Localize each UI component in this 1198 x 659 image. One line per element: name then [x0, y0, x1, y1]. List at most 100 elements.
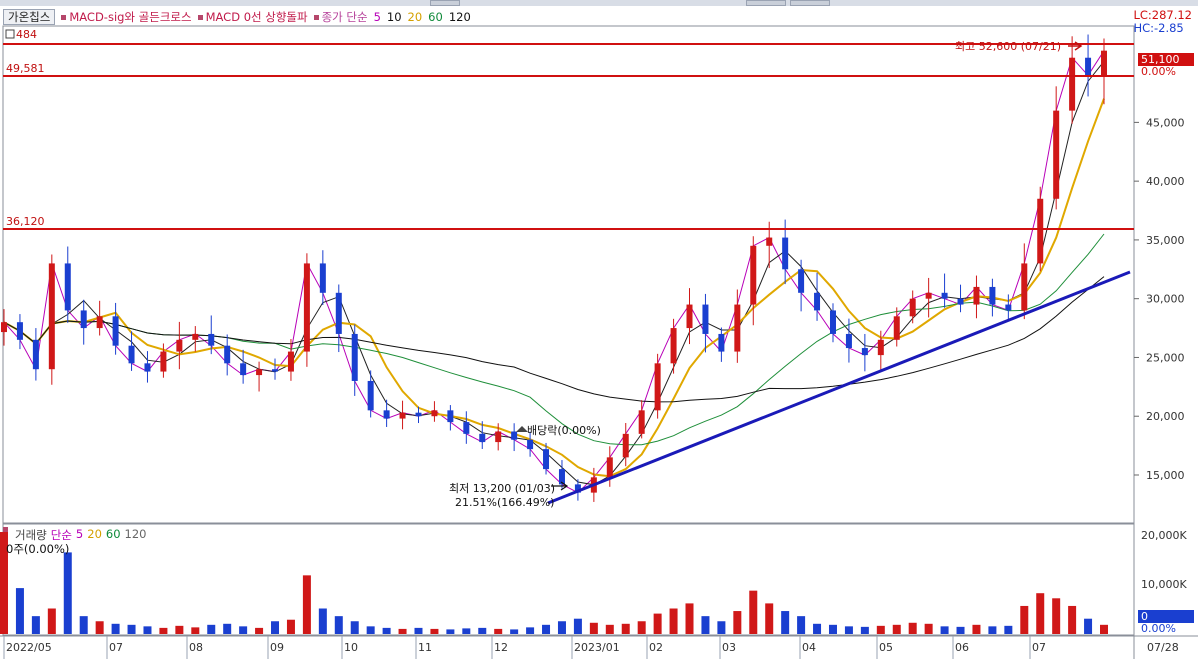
candle-body[interactable] [973, 286, 980, 305]
volume-bar[interactable] [462, 628, 471, 634]
candle-body[interactable] [925, 292, 932, 299]
volume-bar[interactable] [813, 623, 822, 634]
volume-bar[interactable] [478, 627, 487, 634]
candle-body[interactable] [686, 304, 693, 329]
volume-bar[interactable] [0, 532, 8, 634]
volume-bar[interactable] [733, 611, 742, 634]
candle-body[interactable] [495, 431, 502, 443]
candle-body[interactable] [845, 333, 852, 349]
volume-bar[interactable] [605, 624, 614, 634]
candle-body[interactable] [144, 363, 151, 372]
volume-bar[interactable] [781, 611, 790, 634]
candle-body[interactable] [64, 263, 71, 311]
volume-bar[interactable] [637, 621, 646, 634]
volume-bar[interactable] [79, 616, 88, 634]
volume-bar[interactable] [47, 608, 56, 635]
volume-bar[interactable] [526, 627, 535, 634]
volume-bar[interactable] [557, 621, 566, 634]
candle-body[interactable] [909, 298, 916, 317]
volume-bar[interactable] [111, 623, 120, 634]
candle-body[interactable] [16, 322, 23, 340]
volume-bar[interactable] [1084, 618, 1093, 634]
candle-body[interactable] [1053, 110, 1060, 199]
volume-bar[interactable] [366, 626, 375, 634]
volume-bar[interactable] [255, 627, 264, 634]
volume-bar[interactable] [765, 603, 774, 634]
volume-bar[interactable] [573, 618, 582, 634]
volume-bar[interactable] [15, 588, 24, 634]
candle-body[interactable] [750, 245, 757, 305]
volume-bar[interactable] [207, 624, 216, 634]
hline-handle-icon[interactable] [5, 29, 15, 39]
candle-body[interactable] [383, 410, 390, 419]
candle-body[interactable] [128, 345, 135, 364]
candle-body[interactable] [367, 380, 374, 411]
volume-bar[interactable] [239, 626, 248, 634]
volume-bar[interactable] [908, 622, 917, 634]
candle-body[interactable] [1, 322, 7, 333]
candle-body[interactable] [48, 263, 55, 370]
candle-body[interactable] [1101, 50, 1107, 76]
volume-bar[interactable] [542, 624, 551, 634]
candle-body[interactable] [606, 457, 613, 478]
volume-bar[interactable] [382, 627, 391, 634]
candle-body[interactable] [558, 469, 565, 485]
volume-bar[interactable] [350, 621, 359, 634]
volume-bar[interactable] [223, 623, 232, 634]
volume-bar[interactable] [271, 621, 280, 634]
candle-body[interactable] [798, 269, 805, 293]
candle-body[interactable] [670, 328, 677, 364]
candle-body[interactable] [399, 412, 406, 419]
candle-body[interactable] [272, 369, 279, 372]
toolbar-button[interactable] [746, 0, 786, 6]
volume-bar[interactable] [286, 619, 295, 634]
candle-body[interactable] [1069, 57, 1076, 111]
volume-bar[interactable] [1020, 605, 1029, 634]
volume-bar[interactable] [494, 628, 503, 634]
volume-bar[interactable] [1052, 598, 1061, 634]
candle-body[interactable] [415, 412, 422, 417]
ma-legend[interactable]: 종가 단순 [313, 9, 368, 25]
candle-body[interactable] [829, 310, 836, 334]
candle-body[interactable] [861, 348, 868, 356]
volume-bar[interactable] [63, 552, 72, 634]
candle-body[interactable] [80, 310, 87, 329]
volume-bar[interactable] [988, 626, 997, 634]
candle-body[interactable] [96, 316, 103, 329]
volume-bar[interactable] [127, 624, 136, 634]
candle-body[interactable] [543, 449, 550, 470]
candle-body[interactable] [479, 433, 486, 443]
candle-body[interactable] [319, 263, 326, 293]
volume-bar[interactable] [717, 621, 726, 634]
candle-body[interactable] [957, 298, 964, 305]
candle-body[interactable] [989, 286, 996, 305]
candle-body[interactable] [1085, 57, 1092, 76]
candle-body[interactable] [463, 422, 470, 434]
volume-bar[interactable] [175, 625, 184, 634]
candle-body[interactable] [160, 351, 167, 372]
volume-bar[interactable] [749, 590, 758, 634]
volume-bar[interactable] [972, 624, 981, 634]
candle-body[interactable] [654, 363, 661, 411]
volume-bar[interactable] [159, 627, 168, 634]
volume-title[interactable]: 거래량 [15, 528, 47, 542]
toolbar-button[interactable] [790, 0, 830, 6]
candle-body[interactable] [192, 333, 199, 340]
volume-bar[interactable] [860, 626, 869, 634]
volume-bar[interactable] [95, 621, 104, 634]
candle-body[interactable] [877, 339, 884, 356]
volume-bar[interactable] [191, 627, 200, 634]
volume-bar[interactable] [621, 623, 630, 634]
candle-body[interactable] [256, 369, 263, 376]
candle-body[interactable] [1005, 304, 1012, 311]
candle-body[interactable] [240, 363, 247, 376]
volume-bar[interactable] [414, 627, 423, 634]
candle-body[interactable] [527, 439, 534, 450]
candle-body[interactable] [224, 345, 231, 364]
volume-bar[interactable] [1004, 625, 1013, 634]
candle-body[interactable] [351, 333, 358, 381]
candle-body[interactable] [1021, 263, 1028, 311]
candle-body[interactable] [511, 431, 518, 440]
candle-body[interactable] [893, 316, 900, 340]
